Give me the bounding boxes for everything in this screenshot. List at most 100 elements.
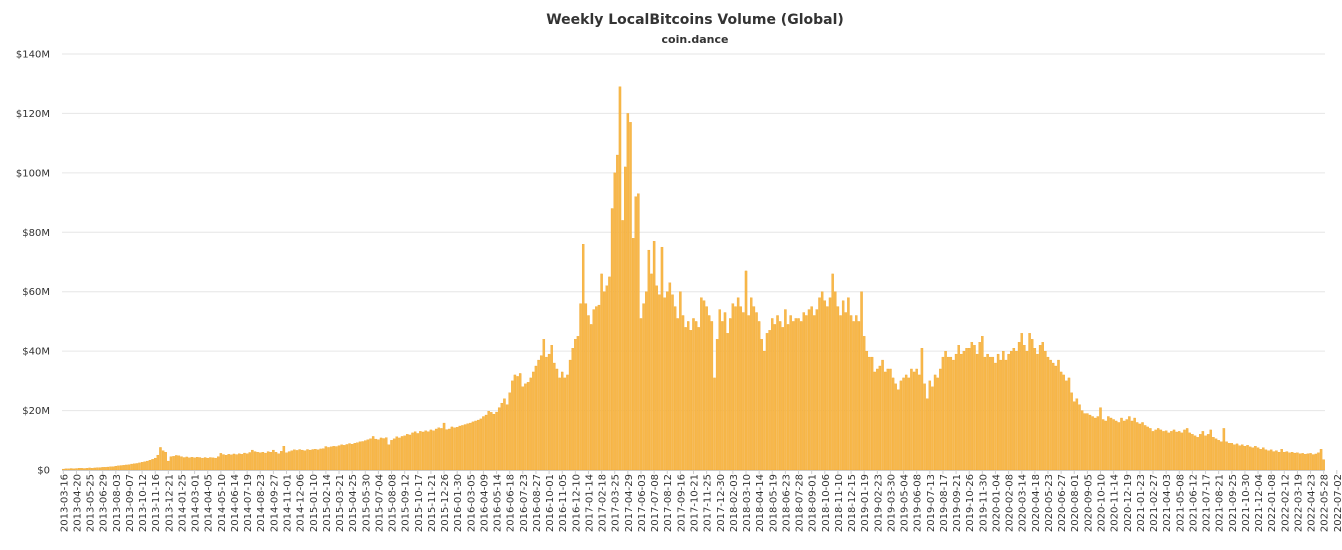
bar <box>978 342 981 471</box>
bar <box>492 413 496 471</box>
bar <box>1243 446 1247 471</box>
bar <box>1002 350 1005 471</box>
bar <box>1009 350 1013 471</box>
bar <box>461 425 464 471</box>
x-tick-label: 2015-08-08 <box>388 474 399 532</box>
bar <box>883 371 887 471</box>
bar <box>805 315 808 471</box>
x-tick-label: 2014-12-06 <box>296 474 307 532</box>
bar <box>933 374 937 471</box>
bar <box>1269 449 1273 471</box>
bar <box>608 276 611 471</box>
bar <box>293 449 296 471</box>
bar <box>377 439 380 471</box>
bar <box>655 285 658 471</box>
x-tick-label: 2020-12-19 <box>1123 474 1134 532</box>
bar <box>358 441 362 471</box>
bar <box>85 468 89 471</box>
bar <box>847 297 850 471</box>
bar <box>182 457 186 471</box>
bar <box>1122 420 1126 471</box>
bar <box>214 457 217 471</box>
bar <box>910 368 913 471</box>
bar <box>700 297 703 471</box>
bar <box>1204 435 1207 471</box>
bar <box>206 457 209 471</box>
bar <box>912 371 916 471</box>
bar <box>230 454 233 471</box>
bar <box>904 374 908 471</box>
bar <box>463 424 467 471</box>
bar <box>421 431 425 471</box>
bar <box>153 457 157 471</box>
bar <box>122 465 125 471</box>
bar <box>72 468 76 471</box>
bar <box>881 359 884 471</box>
bar <box>245 453 249 471</box>
bar <box>479 418 483 471</box>
bar <box>828 297 832 471</box>
x-tick-label: 2015-01-10 <box>309 474 320 532</box>
bar <box>111 466 115 471</box>
bar <box>1112 419 1115 471</box>
x-tick-label: 2016-11-05 <box>558 474 569 532</box>
bar <box>195 457 199 471</box>
bar <box>547 353 551 471</box>
bar <box>1007 353 1010 471</box>
bar <box>692 318 695 471</box>
bar <box>836 306 840 471</box>
x-tick-label: 2016-08-27 <box>532 474 543 532</box>
x-tick-label: 2020-05-23 <box>1044 474 1055 532</box>
chart-subtitle: coin.dance <box>661 33 729 46</box>
bar <box>429 429 433 471</box>
bar <box>626 113 630 471</box>
bar <box>411 432 414 471</box>
bar <box>902 377 905 471</box>
bar <box>975 353 979 471</box>
bar <box>1262 447 1265 471</box>
bar <box>434 428 438 471</box>
bar <box>1180 432 1184 471</box>
bar <box>1117 422 1121 471</box>
bar <box>219 453 223 471</box>
bar <box>440 428 443 471</box>
x-tick-label: 2014-06-14 <box>230 474 241 532</box>
bar <box>319 448 322 471</box>
bar <box>820 291 824 471</box>
x-axis: 2013-03-16 2013-04-20 2013-05-25 2013-06-29… <box>59 470 1342 532</box>
bar <box>886 368 890 471</box>
bar <box>327 447 330 471</box>
bar <box>1044 350 1047 471</box>
bar <box>1033 348 1037 471</box>
bar <box>159 447 162 471</box>
bar <box>400 436 404 471</box>
x-tick-label: 2022-01-08 <box>1267 474 1278 532</box>
x-tick-label: 2021-12-04 <box>1254 474 1265 532</box>
bar <box>1041 342 1044 471</box>
bar <box>140 462 144 471</box>
bar <box>177 455 181 471</box>
bar <box>203 457 207 471</box>
x-tick-label: 2019-06-08 <box>913 474 924 532</box>
bar <box>752 306 756 471</box>
x-tick-label: 2018-03-10 <box>742 474 753 532</box>
y-tick-label: $140M <box>16 50 50 61</box>
bar <box>600 273 603 471</box>
bar <box>1280 449 1283 471</box>
bar <box>135 463 139 471</box>
bar <box>652 241 656 471</box>
bar <box>1277 452 1281 471</box>
bar <box>382 438 385 471</box>
x-tick-label: 2015-12-26 <box>440 474 451 532</box>
x-tick-label: 2016-03-05 <box>466 474 477 532</box>
bar <box>235 454 238 471</box>
x-tick-label: 2021-10-30 <box>1241 474 1252 532</box>
bar <box>125 464 128 471</box>
x-tick-label: 2017-04-29 <box>624 474 635 532</box>
bar <box>109 466 112 471</box>
bar <box>631 238 635 471</box>
bar <box>687 321 690 471</box>
bar <box>369 438 372 471</box>
bar <box>211 457 215 471</box>
bar <box>442 422 446 471</box>
